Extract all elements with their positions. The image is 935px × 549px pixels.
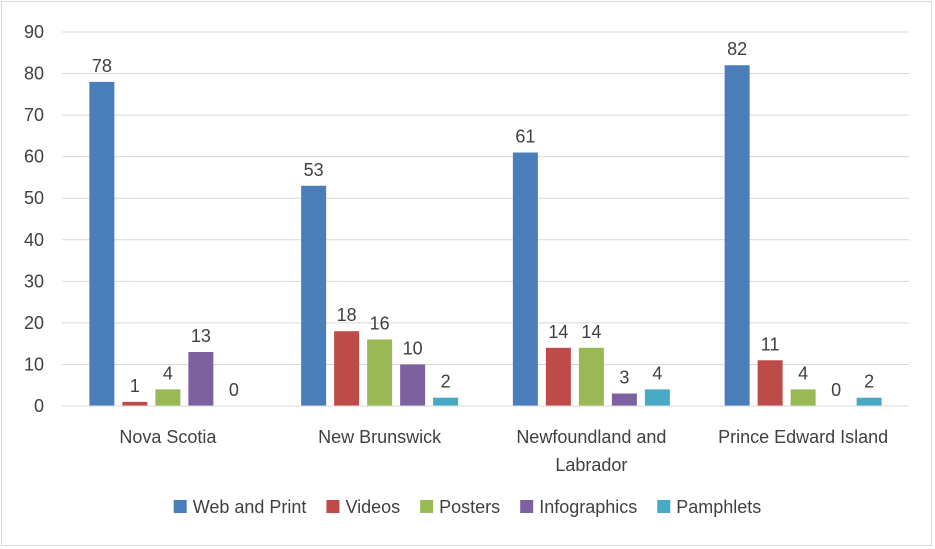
bar	[122, 401, 148, 406]
data-label: 78	[92, 56, 112, 76]
y-tick-label: 20	[24, 313, 44, 333]
bar	[433, 397, 459, 406]
bar	[400, 364, 426, 406]
bar	[644, 389, 670, 406]
legend-label: Web and Print	[193, 497, 307, 517]
data-label: 4	[798, 363, 808, 383]
legend-swatch	[173, 500, 187, 513]
legend-label: Videos	[345, 497, 400, 517]
data-label: 61	[515, 127, 535, 147]
data-label: 11	[761, 334, 780, 354]
data-label: 10	[403, 338, 423, 358]
bar	[545, 347, 571, 406]
y-tick-label: 0	[34, 396, 44, 416]
legend-label: Posters	[439, 497, 500, 517]
y-tick-label: 60	[24, 147, 44, 167]
bar	[724, 65, 750, 406]
legend-swatch	[657, 500, 671, 513]
category-label: Prince Edward Island	[718, 427, 888, 447]
y-tick-label: 70	[24, 105, 44, 125]
legend-swatch	[420, 500, 434, 513]
bar	[188, 351, 214, 406]
data-label: 82	[727, 39, 747, 59]
bar	[155, 389, 181, 406]
bar	[856, 397, 882, 406]
data-label: 4	[652, 363, 662, 383]
category-label: Newfoundland and	[516, 427, 666, 447]
legend-label: Infographics	[539, 497, 637, 517]
legend-label: Pamphlets	[676, 497, 761, 517]
y-tick-label: 90	[24, 22, 44, 42]
data-label: 16	[370, 314, 390, 334]
bar	[301, 185, 327, 406]
legend-swatch	[326, 500, 340, 513]
bar	[611, 393, 637, 406]
bar	[512, 152, 538, 406]
data-label: 3	[619, 368, 629, 388]
data-label: 4	[163, 363, 173, 383]
data-label: 13	[191, 326, 211, 346]
bar	[578, 347, 604, 406]
category-label: New Brunswick	[318, 427, 442, 447]
data-label: 18	[337, 305, 357, 325]
legend-swatch	[520, 500, 534, 513]
legend: Web and Print Videos Posters Infographics Pa…	[173, 497, 761, 517]
y-tick-label: 10	[24, 354, 44, 374]
bars	[89, 65, 882, 406]
bar	[757, 360, 783, 406]
category-label: Labrador	[555, 455, 627, 475]
category-label: Nova Scotia	[119, 427, 217, 447]
y-tick-label: 50	[24, 188, 44, 208]
data-label: 53	[304, 160, 324, 180]
category-labels: Nova Scotia New Brunswick Newfoundland and…	[119, 427, 888, 475]
data-label: 14	[581, 322, 601, 342]
bar	[790, 389, 816, 406]
bar	[334, 331, 360, 406]
data-label: 14	[548, 322, 568, 342]
gridlines	[62, 31, 909, 365]
data-label: 2	[864, 372, 874, 392]
data-label: 1	[130, 376, 140, 396]
y-tick-label: 40	[24, 230, 44, 250]
y-axis-ticks: 0 10 20 30 40 50 60 70 80 90	[24, 22, 44, 416]
bar	[367, 339, 393, 406]
data-label: 0	[831, 380, 841, 400]
data-label: 2	[441, 372, 451, 392]
y-tick-label: 30	[24, 271, 44, 291]
data-label: 0	[229, 380, 239, 400]
bar	[89, 81, 115, 406]
y-tick-label: 80	[24, 64, 44, 84]
